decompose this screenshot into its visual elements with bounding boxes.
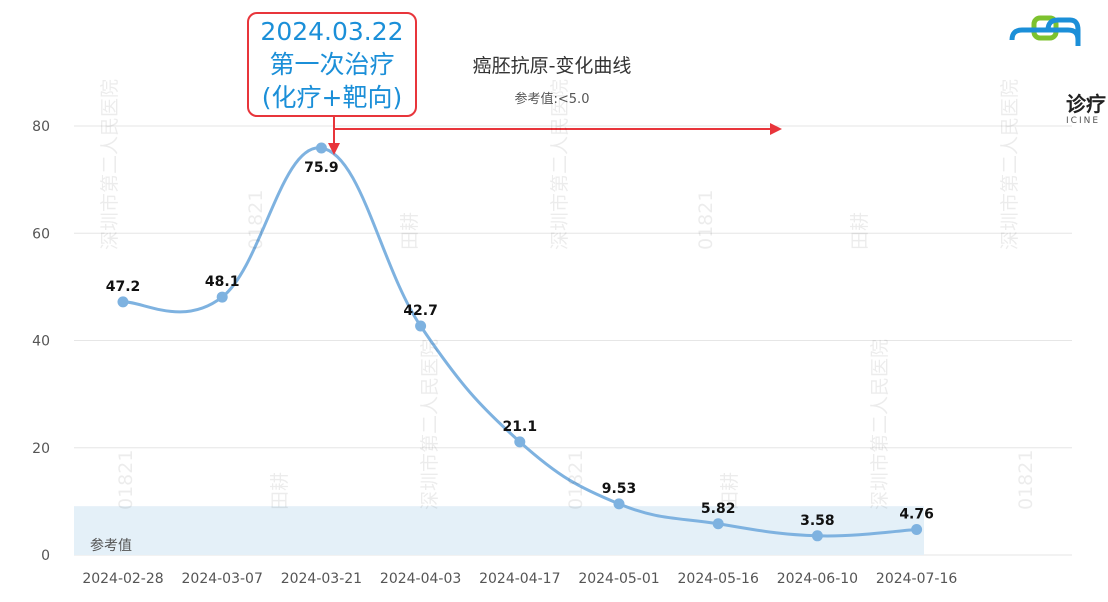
data-label: 4.76: [899, 506, 934, 522]
data-point: [216, 291, 228, 303]
data-point: [415, 320, 427, 332]
data-point: [811, 530, 823, 542]
data-label: 42.7: [403, 303, 438, 319]
reference-band-label: 参考值: [90, 537, 132, 554]
y-axis: 0 20 40 60 80: [32, 119, 50, 564]
data-point: [117, 296, 129, 308]
data-point: [514, 436, 526, 448]
data-label: 5.82: [701, 501, 736, 517]
annotation-detail: (化疗+靶向): [261, 83, 403, 112]
x-tick-label: 2024-04-03: [380, 571, 461, 587]
y-tick-label: 80: [32, 119, 50, 135]
logo-subtext: ICINE: [1066, 116, 1101, 126]
y-tick-label: 0: [41, 548, 50, 564]
data-label: 9.53: [602, 481, 637, 497]
x-tick-label: 2024-07-16: [876, 571, 957, 587]
reference-band-area: [74, 506, 924, 555]
x-tick-label: 2024-03-07: [182, 571, 263, 587]
y-tick-label: 60: [32, 226, 50, 242]
x-tick-label: 2024-06-10: [777, 571, 858, 587]
x-tick-label: 2024-05-01: [578, 571, 659, 587]
logo-icon: [1009, 15, 1081, 46]
data-label: 3.58: [800, 513, 835, 529]
grid-lines: [74, 125, 1072, 556]
annotation-treatment: 第一次治疗: [269, 50, 395, 79]
treatment-annotation: 2024.03.22 第一次治疗 (化疗+靶向): [247, 12, 417, 117]
chart-title: 癌胚抗原-变化曲线: [473, 55, 632, 77]
data-point: [911, 523, 923, 535]
data-label: 48.1: [205, 274, 240, 290]
logo-text: 诊疗: [1066, 92, 1106, 116]
reference-band: 参考值: [74, 506, 924, 555]
data-label: 75.9: [304, 160, 339, 176]
chart-subtitle: 参考值:<5.0: [515, 91, 590, 107]
series-line: [122, 146, 917, 538]
data-label: 47.2: [106, 279, 141, 295]
data-point: [712, 518, 724, 530]
annotation-arrows: [328, 115, 782, 155]
y-tick-label: 20: [32, 441, 50, 457]
series-line-path: [122, 146, 917, 538]
data-label: 21.1: [503, 419, 538, 435]
annotation-date: 2024.03.22: [260, 17, 404, 46]
data-point: [315, 142, 327, 154]
x-tick-label: 2024-03-21: [281, 571, 362, 587]
y-tick-label: 40: [32, 334, 50, 350]
data-point: [613, 498, 625, 510]
x-tick-label: 2024-02-28: [82, 571, 163, 587]
data-labels: 47.2 48.1 75.9 42.7 21.1 9.53 5.82 3.58 4.76: [106, 160, 934, 529]
x-tick-label: 2024-04-17: [479, 571, 560, 587]
series-points: [117, 142, 923, 542]
x-tick-label: 2024-05-16: [678, 571, 759, 587]
x-axis: 2024-02-28 2024-03-07 2024-03-21 2024-04-03…: [82, 571, 957, 587]
